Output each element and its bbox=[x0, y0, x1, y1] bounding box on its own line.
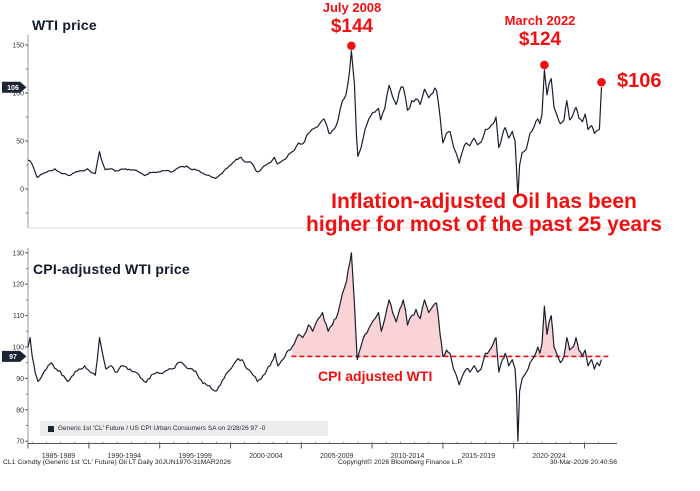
annotation-july-2008-date: July 2008 bbox=[322, 0, 382, 15]
footer-ticker-info: CL1 Comdty (Generic 1st 'CL' Future) Oil… bbox=[3, 459, 231, 466]
svg-text:1995-1999: 1995-1999 bbox=[178, 453, 212, 460]
annotation-july-2008: July 2008 $144 bbox=[298, 1, 406, 37]
svg-text:0: 0 bbox=[20, 187, 24, 194]
svg-text:70: 70 bbox=[16, 439, 24, 446]
svg-text:80: 80 bbox=[16, 407, 24, 414]
svg-text:130: 130 bbox=[12, 250, 24, 257]
bottom-y-axis: 130 120 110 100 90 80 70 bbox=[12, 248, 29, 446]
svg-text:1985-1989: 1985-1989 bbox=[42, 453, 76, 460]
headline-message-line1: Inflation-adjusted Oil has been bbox=[331, 190, 637, 213]
svg-text:2000-2004: 2000-2004 bbox=[249, 453, 283, 460]
annotation-march-2022: March 2022 $124 bbox=[486, 14, 594, 50]
top-y-axis: 150 100 50 0 bbox=[12, 35, 617, 229]
peak-marker-dots bbox=[347, 41, 606, 87]
bottom-chart-title: CPI-adjusted WTI price bbox=[33, 261, 190, 277]
wti-price-line bbox=[27, 50, 603, 198]
annotation-march-2022-date: March 2022 bbox=[504, 13, 576, 28]
svg-text:120: 120 bbox=[12, 282, 24, 289]
cpi-adjusted-callout: CPI adjusted WTI bbox=[318, 368, 433, 384]
bottom-last-price-badge: 97 bbox=[2, 350, 27, 362]
x-axis: 1985-1989 1990-1994 1995-1999 2000-2004 2005… bbox=[27, 441, 617, 460]
footer-timestamp: 30-Mar-2026 20:40:56 bbox=[549, 459, 617, 466]
terminal-footer: CL1 Comdty (Generic 1st 'CL' Future) Oil… bbox=[0, 459, 620, 471]
legend-series-label: Generic 1st 'CL' Future / US CPI Urban C… bbox=[58, 425, 266, 432]
legend-series-swatch-icon bbox=[48, 425, 54, 432]
svg-text:50: 50 bbox=[16, 139, 24, 146]
annotation-march-2022-price: $124 bbox=[518, 28, 562, 50]
svg-text:106: 106 bbox=[7, 85, 19, 92]
svg-text:2020-2024: 2020-2024 bbox=[532, 453, 566, 460]
svg-text:2010-2014: 2010-2014 bbox=[391, 453, 425, 460]
svg-text:100: 100 bbox=[12, 345, 24, 352]
svg-text:2005-2009: 2005-2009 bbox=[320, 453, 354, 460]
annotation-latest-price: $106 bbox=[617, 70, 662, 92]
cpi-adjusted-wti-line bbox=[27, 252, 603, 442]
svg-text:1990-1994: 1990-1994 bbox=[108, 453, 142, 460]
svg-text:2015-2019: 2015-2019 bbox=[462, 453, 496, 460]
top-chart-title: WTI price bbox=[32, 17, 97, 33]
svg-text:90: 90 bbox=[16, 376, 24, 383]
annotation-july-2008-price: $144 bbox=[330, 15, 374, 37]
above-reference-shading bbox=[291, 252, 602, 357]
svg-text:100: 100 bbox=[12, 91, 24, 98]
footer-copyright: Copyright© 2026 Bloomberg Finance L.P. bbox=[338, 459, 464, 466]
legend-bar: Generic 1st 'CL' Future / US CPI Urban C… bbox=[40, 421, 328, 436]
headline-message-line2: higher for most of the past 25 years bbox=[306, 213, 662, 236]
headline-message: Inflation-adjusted Oil has been higher f… bbox=[288, 190, 680, 236]
svg-text:110: 110 bbox=[13, 313, 24, 320]
top-last-price-badge: 106 bbox=[2, 81, 27, 93]
svg-text:97: 97 bbox=[9, 354, 17, 361]
svg-text:150: 150 bbox=[12, 43, 24, 50]
